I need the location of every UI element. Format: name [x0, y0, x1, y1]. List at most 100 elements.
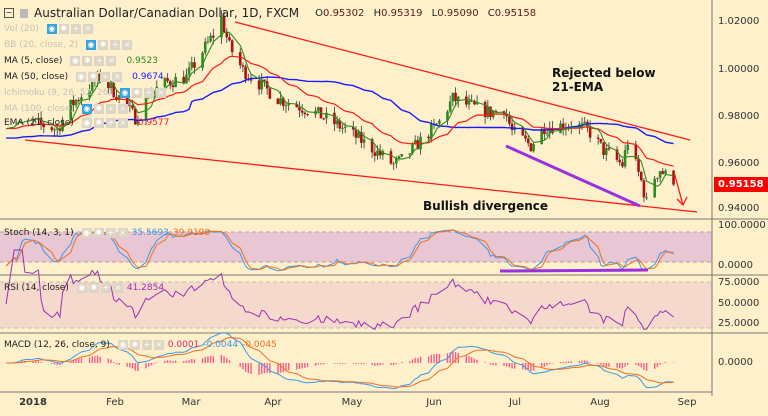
plus-icon[interactable]: +	[110, 40, 121, 50]
close-icon[interactable]: ×	[117, 104, 128, 114]
legend-row[interactable]: MA (100, close) ◉ ✱ + ×	[4, 104, 128, 114]
gear-icon[interactable]: ✱	[88, 283, 99, 293]
close-icon[interactable]: ×	[117, 228, 128, 238]
plus-icon[interactable]: +	[105, 118, 116, 128]
eye-icon[interactable]: ◉	[117, 340, 128, 350]
candle-body	[220, 16, 223, 38]
x-tick: 2018	[19, 397, 47, 408]
plus-icon[interactable]: +	[105, 104, 116, 114]
candle-body	[354, 129, 358, 138]
down-arrow-icon[interactable]	[673, 171, 688, 207]
gear-icon[interactable]: ✱	[82, 56, 93, 66]
flag-icon[interactable]	[20, 8, 28, 18]
candle-body	[316, 107, 320, 111]
chart-title: − Australian Dollar/Canadian Dollar, 1D,…	[4, 6, 536, 20]
annotation-bullish-divergence: Bullish divergence	[423, 199, 548, 213]
candle-body	[637, 159, 640, 172]
divergence-line-price[interactable]	[505, 144, 641, 208]
legend-row[interactable]: BB (20, close, 2) ◉ ✱ + ×	[4, 40, 133, 50]
collapse-icon[interactable]: −	[4, 8, 14, 18]
eye-icon[interactable]: ◉	[81, 228, 92, 238]
upper-trendline[interactable]	[234, 21, 691, 141]
legend-row[interactable]: Vol (20) ◉ ✱ + ×	[4, 24, 93, 34]
candle-body	[39, 117, 43, 124]
rsi-legend[interactable]: RSI (14, close) ◉ ✱ + × 41.2854	[4, 283, 164, 293]
gear-icon[interactable]: ✱	[93, 118, 104, 128]
annotation-rejected-line2: 21-EMA	[552, 80, 604, 94]
divergence-line-stoch[interactable]	[499, 268, 649, 273]
indicator-series	[5, 229, 675, 390]
plus-icon[interactable]: +	[105, 228, 116, 238]
candle-body	[228, 37, 231, 41]
time-axis[interactable]	[0, 396, 768, 416]
eye-icon[interactable]: ◉	[70, 56, 81, 66]
close-icon[interactable]: ×	[106, 56, 117, 66]
plot-background	[0, 0, 712, 396]
candle-body	[206, 41, 210, 43]
annotation-rejected: Rejected below 21-EMA	[552, 66, 656, 94]
candle-body	[510, 123, 514, 131]
candle-body	[448, 101, 452, 112]
x-tick: Feb	[106, 397, 124, 408]
gear-icon[interactable]: ✱	[129, 340, 140, 350]
candle-body	[545, 133, 549, 135]
gear-icon[interactable]: ✱	[93, 228, 104, 238]
eye-icon[interactable]: ◉	[119, 88, 130, 98]
close-icon[interactable]: ×	[153, 340, 164, 350]
eye-icon[interactable]: ◉	[46, 24, 57, 34]
plus-icon[interactable]: +	[100, 283, 111, 293]
candle-body	[281, 98, 285, 106]
close-icon[interactable]: ×	[122, 40, 133, 50]
eye-icon[interactable]: ◉	[76, 283, 87, 293]
candle-body	[456, 96, 460, 102]
candle-body	[209, 35, 212, 42]
legend-row[interactable]: Ichimoku (9, 26, 52, 26) ◉ ✱ + ×	[4, 88, 166, 98]
eye-icon[interactable]: ◉	[81, 118, 92, 128]
candle-body	[107, 80, 110, 89]
candle-body	[244, 66, 247, 80]
candle-body	[378, 150, 382, 156]
plus-icon[interactable]: +	[100, 72, 111, 82]
gear-icon[interactable]: ✱	[88, 72, 99, 82]
gear-icon[interactable]: ✱	[98, 40, 109, 50]
close-icon[interactable]: ×	[117, 118, 128, 128]
candle-body	[672, 170, 675, 185]
plus-icon[interactable]: +	[70, 24, 81, 34]
candle-body	[136, 119, 140, 125]
candle-body	[50, 127, 54, 131]
legend-row[interactable]: MA (5, close) ◉ ✱ + × 0.9523	[4, 56, 158, 66]
close-icon[interactable]: ×	[82, 24, 93, 34]
legend-value: 0.9523	[126, 56, 158, 66]
candle-body	[128, 105, 132, 107]
symbol-label[interactable]: Australian Dollar/Canadian Dollar, 1D, F…	[34, 6, 300, 20]
eye-icon[interactable]: ◉	[86, 40, 97, 50]
candle-body	[74, 100, 78, 106]
eye-icon[interactable]: ◉	[76, 72, 87, 82]
lower-trendline[interactable]	[24, 139, 698, 213]
legend-row[interactable]: MA (50, close) ◉ ✱ + × 0.9674	[4, 72, 164, 82]
candle-body	[276, 98, 280, 105]
candle-body	[131, 105, 134, 109]
eye-icon[interactable]: ◉	[81, 104, 92, 114]
plus-icon[interactable]: +	[94, 56, 105, 66]
candle-body	[187, 67, 191, 75]
macd-legend[interactable]: MACD (12, 26, close, 9) ◉ ✱ + × 0.0001 -0.0…	[4, 340, 277, 350]
candle-body	[373, 152, 377, 156]
gear-icon[interactable]: ✱	[58, 24, 69, 34]
candle-body	[580, 123, 584, 125]
plus-icon[interactable]: +	[141, 340, 152, 350]
close-icon[interactable]: ×	[112, 72, 123, 82]
close-icon[interactable]: ×	[155, 88, 166, 98]
candle-body	[639, 171, 643, 181]
candle-body	[524, 135, 527, 139]
candle-body	[435, 123, 439, 125]
stoch-legend[interactable]: Stoch (14, 3, 1) ◉ ✱ + × 35.5693 39.0190	[4, 228, 210, 238]
candle-body	[125, 95, 129, 107]
plus-icon[interactable]: +	[143, 88, 154, 98]
legend-row[interactable]: EMA (21, close) ◉ ✱ + × 0.9577	[4, 118, 169, 128]
candle-body	[502, 111, 506, 115]
close-icon[interactable]: ×	[112, 283, 123, 293]
gear-icon[interactable]: ✱	[93, 104, 104, 114]
gear-icon[interactable]: ✱	[131, 88, 142, 98]
